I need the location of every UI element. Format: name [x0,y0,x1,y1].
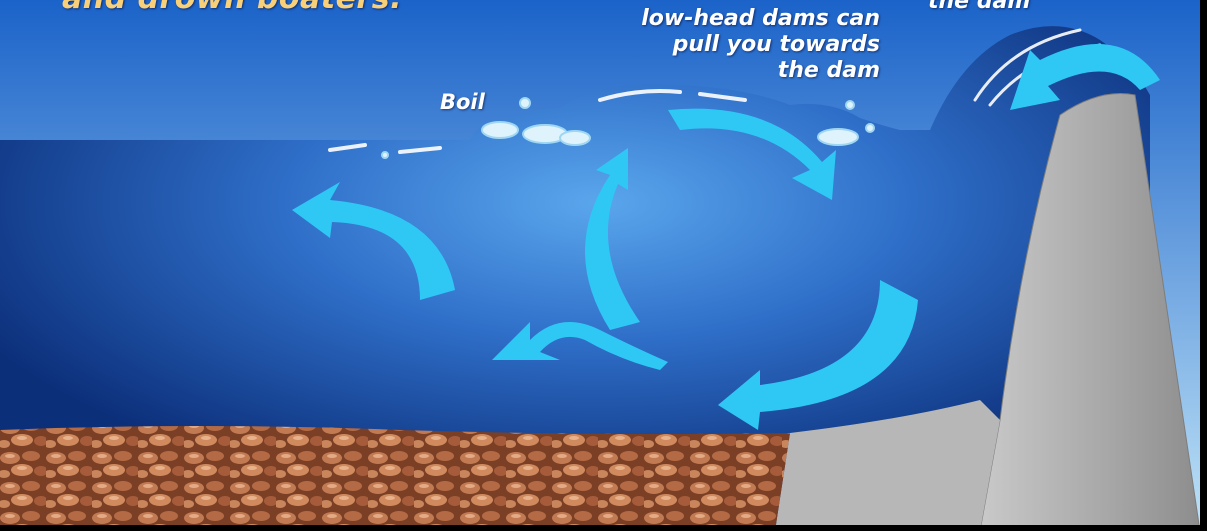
dam-front [775,400,1000,531]
arrow-dam-crest [1010,44,1160,110]
backflow-label: low-head dams can pull you towards the d… [595,6,880,84]
backflow-line-1: low-head dams can [641,6,880,31]
arrow-loop-top [668,108,836,200]
foam [381,97,875,159]
arrow-loop-bottom [492,322,668,370]
dam-label-top-right: the dam [928,0,1031,14]
dam [979,93,1201,531]
riverbed [0,426,790,531]
arrow-loop-left [585,148,640,330]
frame-edge [1200,0,1207,531]
backflow-line-3: the dam [777,58,880,83]
backflow-line-2: pull you towards [672,32,880,57]
arrow-loop-right [718,280,918,430]
boil-label: Boil [440,90,485,114]
frame-bottom [0,525,1207,531]
current-arrows [292,44,1160,430]
water [0,26,1150,531]
arrow-outflow [292,182,455,300]
headline-text: and drown boaters. [62,0,402,14]
